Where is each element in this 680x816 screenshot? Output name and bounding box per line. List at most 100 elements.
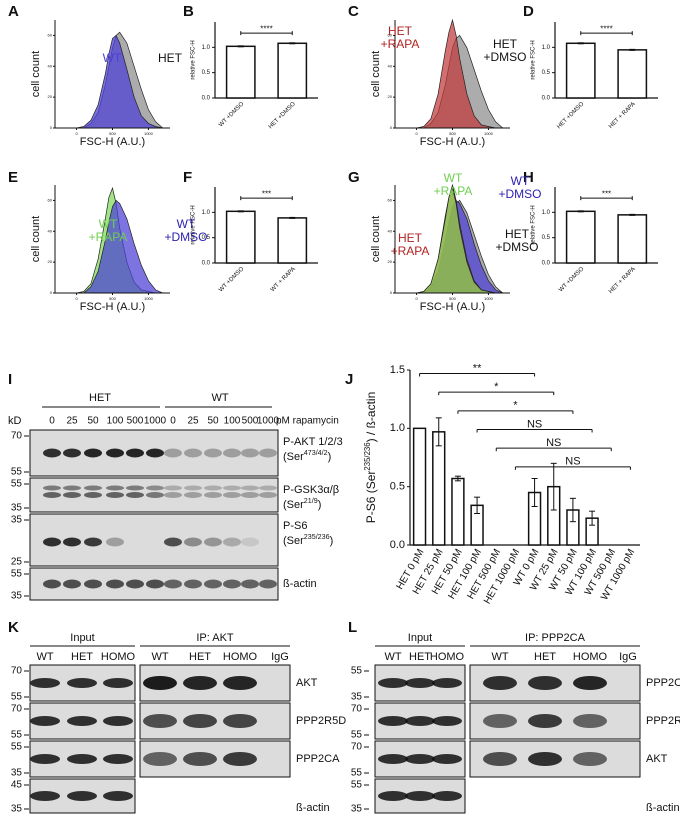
series-label: HET bbox=[158, 51, 182, 65]
significance-label: NS bbox=[546, 437, 561, 449]
y-axis-label: relative FSC-H bbox=[191, 40, 197, 79]
y-axis-label: relative FSC-H bbox=[531, 40, 537, 79]
lane-label: 0 bbox=[49, 416, 55, 427]
blot-band bbox=[84, 579, 102, 589]
y-tick-label: 60 bbox=[388, 197, 393, 202]
row-label: P-AKT 1/2/3 bbox=[283, 436, 343, 448]
panel-letter: J bbox=[345, 371, 353, 388]
y-tick-label: 0 bbox=[50, 125, 53, 130]
blot-band bbox=[126, 579, 144, 589]
superscript: 235/236 bbox=[304, 533, 330, 541]
x-tick-label: 0 bbox=[75, 131, 78, 136]
lane-label: 100 bbox=[107, 416, 124, 427]
blot-band bbox=[43, 537, 61, 547]
series-label: HET +DMSO bbox=[483, 37, 527, 64]
series-label: WT +DMSO bbox=[498, 174, 542, 201]
blot-band bbox=[223, 676, 257, 690]
blot-band bbox=[30, 791, 60, 801]
y-tick-label: 20 bbox=[388, 259, 393, 264]
y-tick-label: 1.5 bbox=[390, 364, 405, 376]
marker-label: 25 bbox=[11, 557, 23, 568]
significance-label: NS bbox=[565, 456, 580, 468]
blot-band bbox=[204, 492, 222, 498]
marker-label: 55 bbox=[351, 730, 363, 741]
area-fill bbox=[69, 35, 163, 128]
marker-label: 55 bbox=[351, 768, 363, 779]
blot-band bbox=[432, 678, 462, 688]
row-label: AKT bbox=[646, 753, 668, 765]
lane-label: 50 bbox=[87, 416, 99, 427]
blot-band bbox=[67, 754, 97, 764]
label-part: ) / ß-actin bbox=[364, 392, 378, 443]
blot-band bbox=[143, 752, 177, 766]
treatment-label: pM rapamycin bbox=[276, 416, 339, 427]
blot-band bbox=[67, 678, 97, 688]
blot-band bbox=[223, 752, 257, 766]
unit-label: kD bbox=[8, 415, 22, 427]
y-axis-label: relative FSC-H bbox=[531, 205, 537, 244]
y-tick-label: 40 bbox=[388, 228, 393, 233]
marker-label: 35 bbox=[11, 768, 23, 779]
lane-label: HOMO bbox=[430, 651, 465, 663]
label-part: (Ser bbox=[283, 535, 304, 547]
lane-label: IgG bbox=[271, 651, 289, 663]
x-tick-label: 0 bbox=[415, 296, 418, 301]
y-tick-label: 60 bbox=[388, 32, 393, 37]
area-fill bbox=[409, 188, 503, 293]
blot-band bbox=[30, 716, 60, 726]
blot-band bbox=[106, 537, 124, 547]
series-label: WT +DMSO bbox=[164, 217, 208, 244]
y-tick-label: 20 bbox=[388, 94, 393, 99]
blot-band bbox=[378, 791, 408, 801]
series-label: HET +RAPA bbox=[390, 231, 430, 258]
label: P-S6 (Ser235/236) / ß-actin bbox=[363, 392, 378, 524]
marker-label: 55 bbox=[11, 467, 23, 478]
lane-label: 500 bbox=[127, 416, 144, 427]
label-part: (Ser bbox=[283, 451, 304, 463]
x-tick-label: HET + RAPA bbox=[608, 101, 637, 130]
lane-label: HET bbox=[189, 651, 211, 663]
marker-label: 35 bbox=[11, 503, 23, 514]
superscript: 235/236 bbox=[363, 442, 372, 470]
y-tick-label: 1.0 bbox=[390, 422, 405, 434]
blot-band bbox=[84, 485, 102, 491]
y-tick-label: 0.5 bbox=[202, 235, 211, 241]
superscript: 473/4/2 bbox=[304, 449, 328, 457]
blot-band bbox=[84, 537, 102, 547]
blot-band bbox=[126, 448, 144, 458]
blot-band bbox=[259, 492, 277, 498]
x-tick-label: 500 bbox=[449, 131, 456, 136]
significance-label: **** bbox=[260, 24, 272, 33]
lane-label: 1000 bbox=[257, 416, 280, 427]
blot-band bbox=[143, 714, 177, 728]
blot-band bbox=[223, 492, 241, 498]
blot-band bbox=[204, 579, 222, 589]
bar bbox=[225, 45, 256, 99]
blot-band bbox=[183, 676, 217, 690]
y-axis-label: cell count bbox=[30, 51, 42, 97]
significance-label: ** bbox=[473, 362, 482, 374]
lane-label: HET bbox=[409, 651, 431, 663]
bar bbox=[451, 477, 465, 546]
lane-label: WT bbox=[151, 651, 168, 663]
marker-label: 55 bbox=[351, 780, 363, 791]
row-label: PPP2CA bbox=[296, 753, 340, 765]
blot-band bbox=[241, 448, 259, 458]
y-tick-label: 1.0 bbox=[202, 45, 211, 51]
blot-band bbox=[43, 485, 61, 491]
y-tick-label: 40 bbox=[388, 63, 393, 68]
blot-band bbox=[84, 492, 102, 498]
panel-letter: F bbox=[183, 169, 192, 186]
y-axis-label: cell count bbox=[370, 216, 382, 262]
y-tick-label: 0.5 bbox=[202, 70, 211, 76]
bar bbox=[225, 210, 256, 264]
blot-band bbox=[483, 714, 517, 728]
marker-label: 70 bbox=[11, 666, 23, 677]
blot-band bbox=[528, 676, 562, 690]
blot-band bbox=[103, 791, 133, 801]
group-label: IP: AKT bbox=[196, 632, 234, 644]
x-tick-label: WT +DMSO bbox=[218, 266, 245, 293]
blot-band bbox=[184, 537, 202, 547]
marker-label: 55 bbox=[11, 692, 23, 703]
